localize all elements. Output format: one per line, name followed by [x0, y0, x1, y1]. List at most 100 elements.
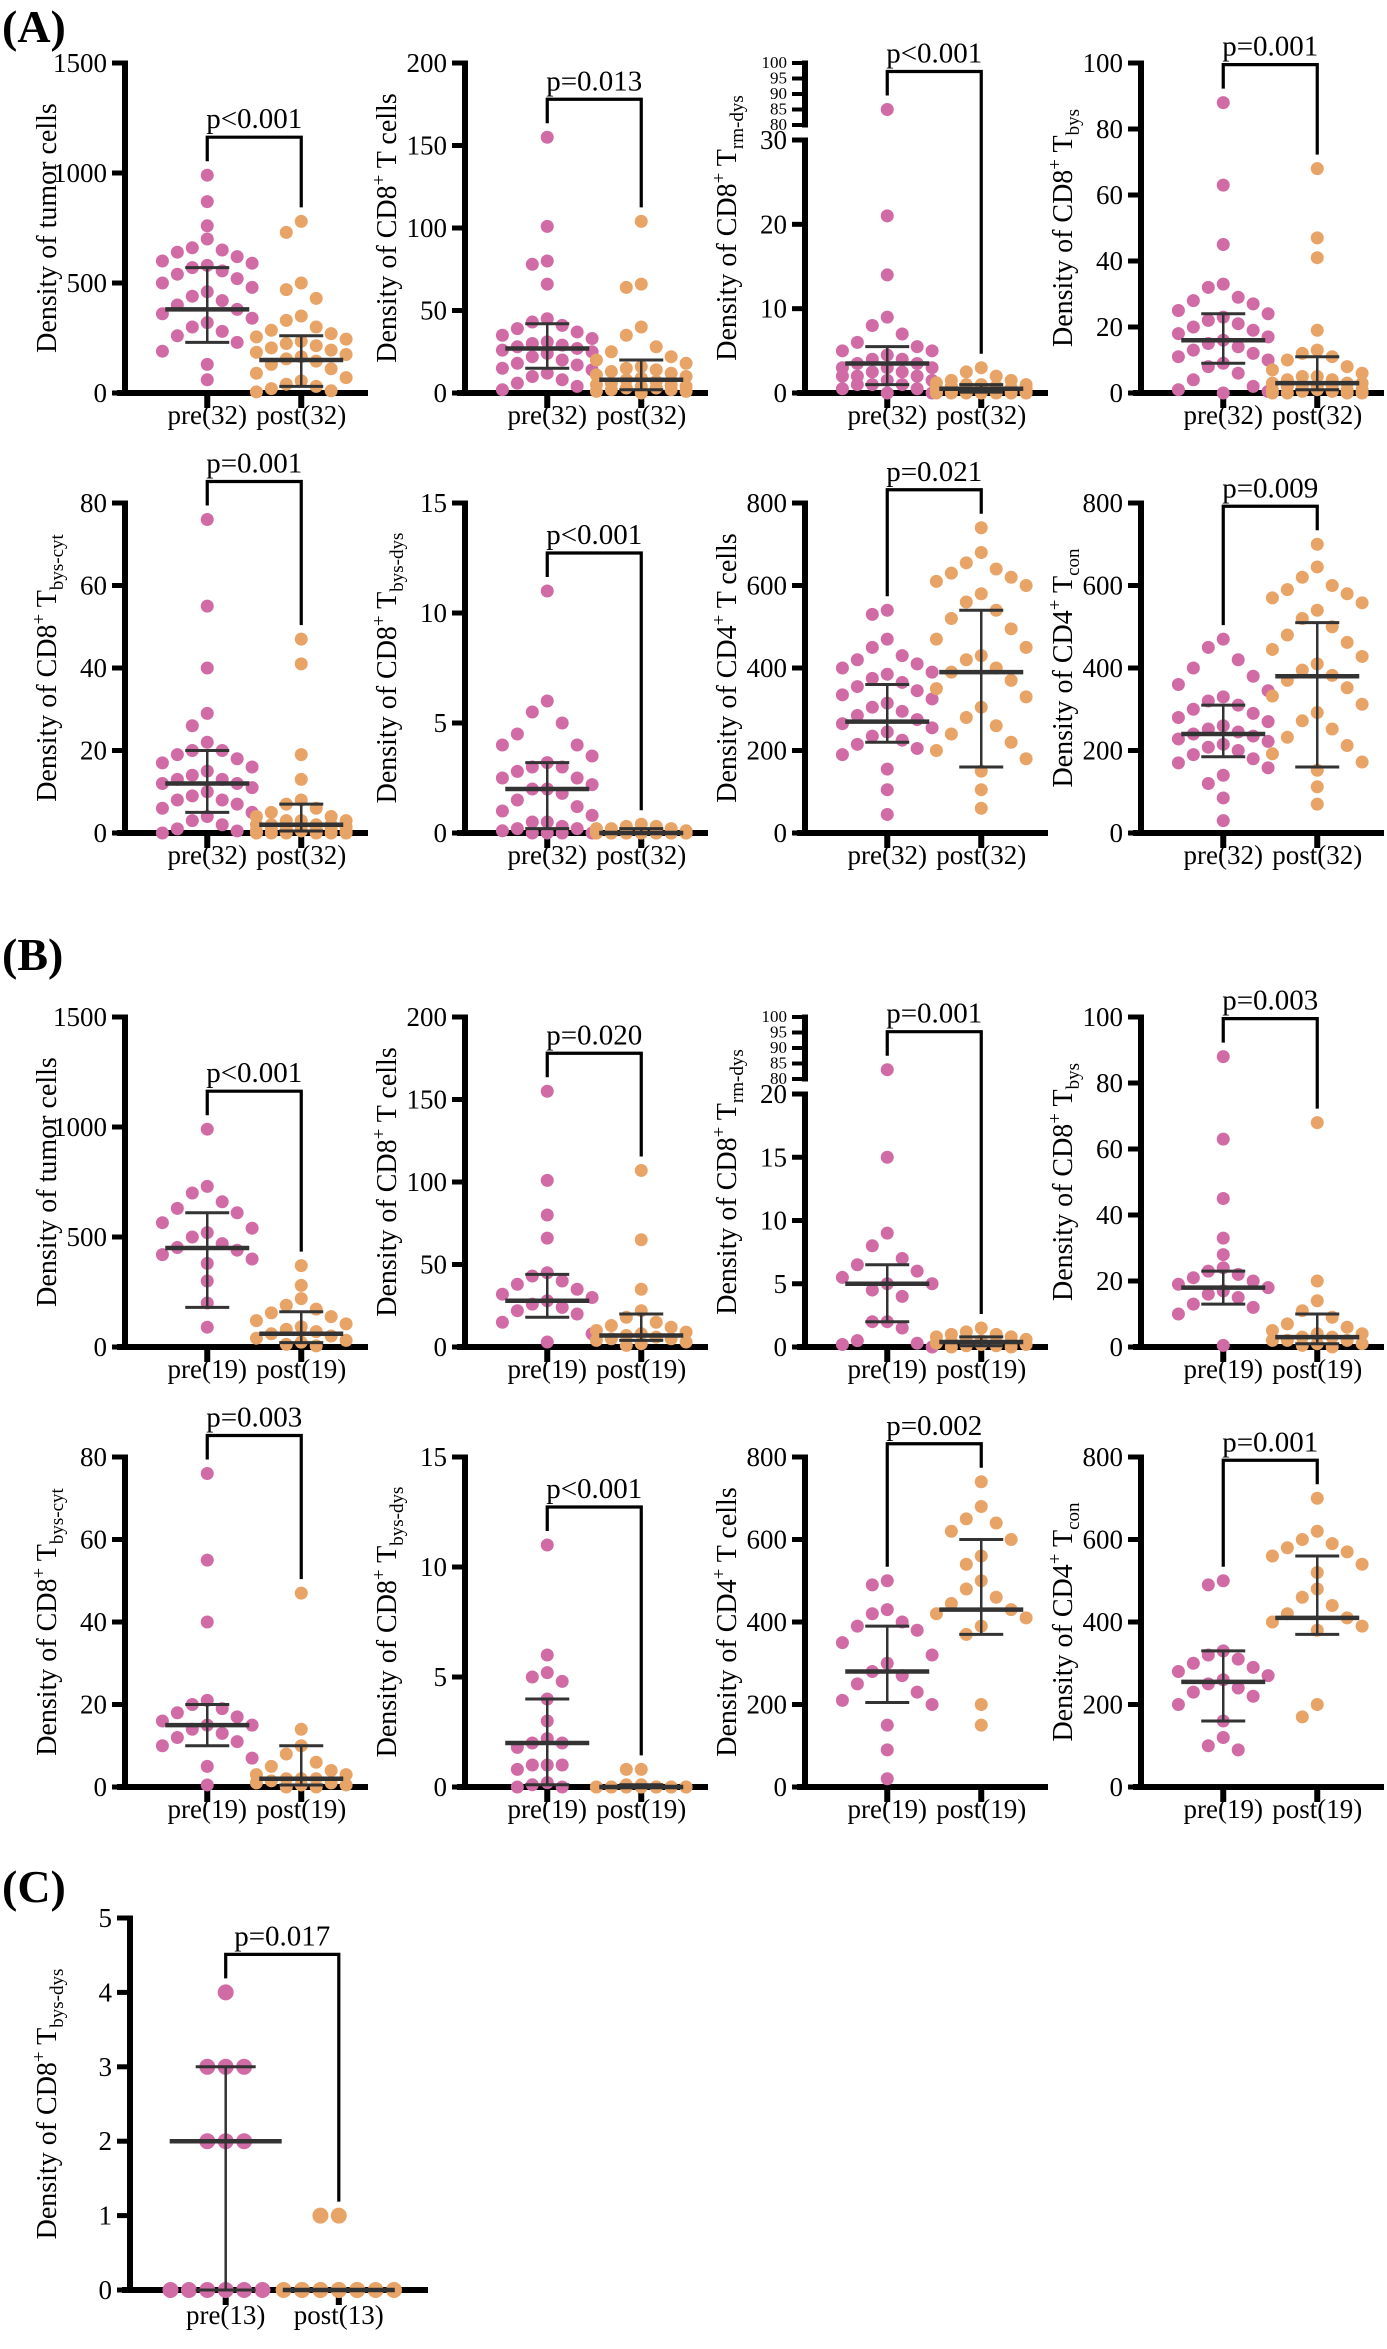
data-point-post — [634, 1282, 648, 1296]
data-point-pre — [1216, 1338, 1230, 1352]
data-point-pre — [200, 373, 214, 387]
significance-bracket — [1221, 1458, 1319, 1567]
data-point-post — [1310, 1294, 1324, 1308]
y-tick-label: 0 — [434, 378, 448, 408]
data-point-post — [249, 330, 263, 344]
significance-bracket — [205, 1089, 303, 1252]
data-point-post — [279, 337, 293, 350]
x-category-label: post(32) — [596, 840, 686, 870]
y-axis-title: Density of CD8+ Tbys-cyt — [30, 533, 68, 801]
y-tick-label: 500 — [67, 1222, 108, 1252]
data-point-pre — [835, 688, 849, 702]
scatter-plot-b8: 0 200 400 600 800 Density of CD4+ Tcon pre(19)… — [1045, 1402, 1386, 1843]
y-tick-label: 40 — [80, 1607, 107, 1637]
data-point-pre — [510, 1762, 524, 1776]
data-point-pre — [540, 312, 554, 326]
data-point-pre — [910, 340, 924, 354]
data-point-post — [1265, 1549, 1279, 1563]
data-point-post — [1310, 343, 1324, 357]
data-point-pre — [170, 267, 184, 281]
data-point-pre — [850, 737, 864, 751]
data-point-pre — [1246, 1660, 1260, 1674]
data-point-pre — [230, 335, 244, 349]
data-point-pre — [1216, 1731, 1230, 1744]
y-tick-label: 5 — [434, 708, 448, 738]
data-point-pre — [850, 1258, 864, 1272]
data-point-pre — [200, 168, 214, 182]
data-point-pre — [555, 373, 569, 387]
data-point-pre — [835, 661, 849, 675]
data-point-pre — [1216, 1231, 1230, 1245]
p-value-label: p=0.001 — [886, 998, 982, 1030]
x-category-label: pre(13) — [186, 2300, 265, 2330]
x-category-label: post(32) — [256, 400, 346, 430]
data-point-post — [604, 383, 618, 397]
data-point-pre — [1201, 1578, 1215, 1592]
data-point-post — [1019, 640, 1033, 654]
y-tick-label: 0 — [434, 818, 448, 848]
data-point-pre — [865, 640, 879, 654]
data-point-post — [1019, 752, 1033, 766]
y-tick-label: 90 — [770, 1038, 787, 1057]
data-point-pre — [245, 1252, 259, 1266]
panel-label-a: (A) — [2, 1, 66, 52]
data-point-post — [1355, 649, 1369, 663]
data-point-post — [279, 377, 293, 391]
significance-bracket — [885, 1442, 983, 1567]
data-point-pre — [155, 826, 169, 840]
data-point-post — [1310, 780, 1324, 794]
data-point-post — [1265, 1324, 1279, 1337]
data-point-pre — [155, 756, 169, 770]
data-point-post — [309, 1780, 323, 1794]
data-point-pre — [555, 353, 569, 367]
data-point-pre — [155, 1739, 169, 1753]
data-point-pre — [1231, 290, 1245, 304]
data-point-pre — [1246, 346, 1260, 360]
data-point-pre — [555, 1300, 569, 1314]
data-point-post — [309, 1755, 323, 1769]
data-point-post — [324, 1764, 338, 1777]
y-tick-label: 100 — [407, 213, 448, 243]
y-tick-label: 80 — [80, 488, 107, 518]
data-point-post — [1265, 747, 1279, 761]
x-category-label: pre(32) — [508, 400, 587, 430]
data-point-pre — [200, 1615, 214, 1629]
data-point-pre — [170, 822, 184, 836]
x-category-label: post(19) — [596, 1794, 686, 1824]
y-tick-label: 15 — [760, 1142, 787, 1172]
data-point-post — [959, 1582, 973, 1596]
y-axis-title: Density of CD8+ Tbys-dys — [370, 1487, 408, 1758]
data-point-pre — [835, 1270, 849, 1284]
data-point-post — [1340, 635, 1354, 649]
data-point-pre — [215, 243, 229, 257]
y-tick-label: 100 — [1083, 1002, 1124, 1032]
data-point-post — [330, 2207, 347, 2224]
data-point-pre — [835, 369, 849, 383]
data-point-pre — [245, 760, 259, 774]
data-point-pre — [910, 1336, 924, 1350]
data-point-pre — [925, 344, 939, 358]
data-point-post — [1265, 386, 1279, 400]
data-point-pre — [185, 789, 199, 803]
y-tick-label: 40 — [1096, 1200, 1123, 1230]
data-point-post — [279, 1337, 293, 1351]
data-point-post — [679, 384, 693, 398]
y-tick-label: 800 — [1083, 488, 1124, 518]
data-point-post — [1340, 386, 1354, 400]
data-point-post — [664, 350, 678, 364]
data-point-post — [619, 1762, 633, 1776]
data-point-pre — [200, 232, 214, 246]
y-tick-label: 40 — [80, 653, 107, 683]
data-point-pre — [880, 209, 894, 223]
y-tick-label: 10 — [420, 598, 447, 628]
y-tick-label: 200 — [1083, 1690, 1124, 1720]
data-point-post — [279, 225, 293, 239]
data-point-pre — [1171, 383, 1185, 397]
data-point-pre — [880, 1226, 894, 1240]
data-point-pre — [215, 324, 229, 338]
data-point-post — [1295, 370, 1309, 383]
data-point-post — [1310, 1491, 1324, 1505]
data-point-post — [279, 1298, 293, 1312]
data-point-pre — [525, 705, 539, 719]
data-point-post — [959, 365, 973, 379]
